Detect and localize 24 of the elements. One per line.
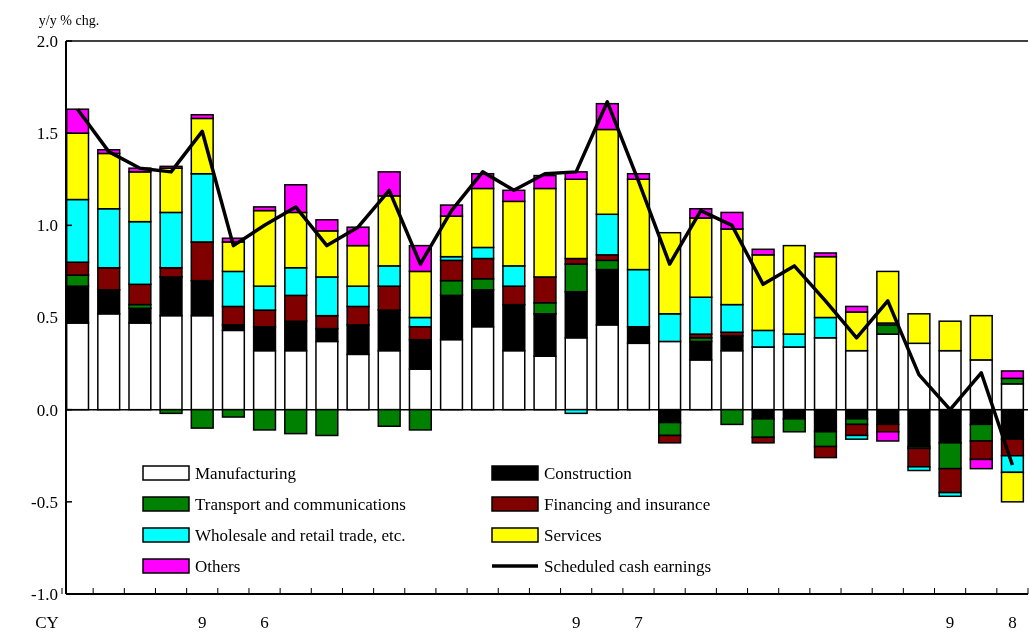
y-tick-label: -1.0 (31, 584, 58, 604)
y-tick-label: 0.0 (36, 400, 58, 420)
x-tick-label: 7 (634, 613, 644, 632)
x-tick-label: 6 (260, 613, 269, 632)
legend-label: Construction (544, 463, 633, 483)
x-tick-label: 9 (197, 613, 207, 632)
y-tick-label: -0.5 (31, 492, 58, 512)
x-tick-label: 9 (571, 613, 581, 632)
y-tick-label: 1.5 (36, 124, 58, 144)
y-tick-label: 1.0 (36, 216, 58, 236)
legend-label: Others (195, 556, 241, 576)
legend-label: Scheduled cash earnings (544, 556, 712, 576)
x-tick-label: 9 (945, 613, 955, 632)
y-axis-title: y/y % chg. (38, 13, 100, 28)
y-tick-label: 0.5 (36, 308, 58, 328)
y-tick-label: 2.0 (36, 31, 58, 51)
legend-label: Transport and communications (195, 494, 406, 514)
x-tick-label: 8 (1008, 613, 1017, 632)
legend-label: Services (544, 525, 602, 545)
legend-label: Financing and insurance (544, 494, 711, 514)
legend-label: Wholesale and retail trade, etc. (195, 525, 406, 545)
text: CY (35, 613, 59, 632)
bar (907, 447, 931, 468)
legend-label: Manufacturing (195, 463, 297, 483)
